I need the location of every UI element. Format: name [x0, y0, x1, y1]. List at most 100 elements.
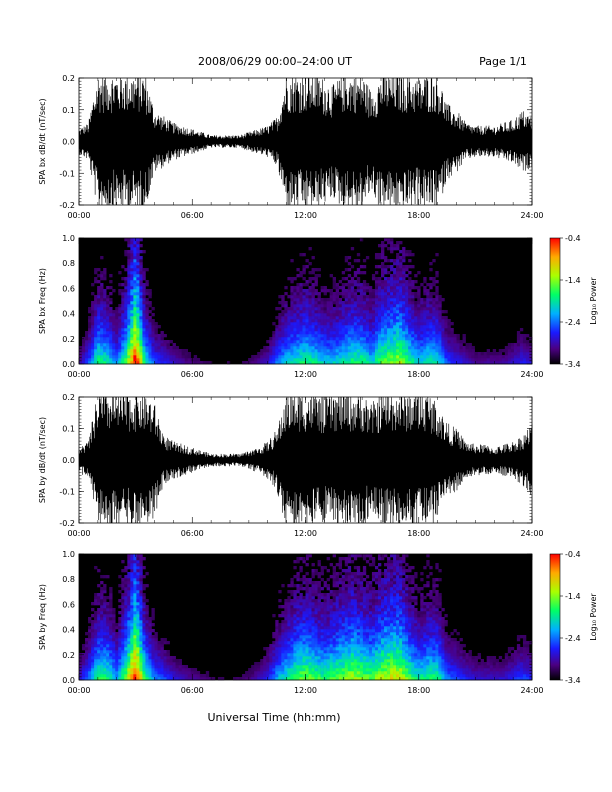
spectrogram-cell	[136, 599, 140, 603]
spectrogram-cell	[414, 346, 418, 350]
spectrogram-cell	[305, 674, 309, 678]
spectrogram-cell	[290, 641, 294, 645]
spectrogram-cell	[112, 316, 116, 320]
spectrogram-cell	[91, 292, 95, 296]
spectrogram-cell	[287, 596, 291, 600]
spectrogram-cell	[272, 641, 276, 645]
spectrogram-cell	[390, 301, 394, 305]
spectrogram-cell	[447, 361, 451, 365]
spectrogram-cell	[97, 668, 101, 672]
spectrogram-cell	[329, 358, 333, 362]
spectrogram-cell	[133, 331, 137, 335]
spectrogram-cell	[377, 340, 382, 344]
spectrogram-cell	[145, 605, 149, 609]
spectrogram-cell	[302, 289, 306, 293]
spectrogram-cell	[393, 346, 397, 350]
spectrogram-cell	[296, 587, 300, 591]
spectrogram-cell	[302, 560, 306, 564]
spectrogram-cell	[332, 569, 336, 573]
spectrogram-cell	[359, 316, 364, 320]
spectrogram-cell	[350, 280, 355, 284]
spectrogram-cell	[139, 244, 143, 248]
spectrogram-cell	[423, 355, 427, 359]
spectrogram-cell	[97, 286, 101, 290]
spectrogram-cell	[317, 328, 321, 332]
spectrogram-cell	[335, 581, 340, 585]
spectrogram-cell	[426, 298, 430, 302]
spectrogram-cell	[145, 283, 149, 287]
spectrogram-cell	[163, 638, 167, 642]
spectrogram-cell	[296, 340, 300, 344]
spectrogram-cell	[314, 572, 318, 576]
spectrogram-cell	[148, 295, 152, 299]
spectrogram-cell	[344, 656, 349, 660]
spectrogram-cell	[323, 292, 327, 296]
spectrogram-cell	[308, 355, 312, 359]
spectrogram-cell	[374, 298, 379, 302]
spectrogram-cell	[130, 310, 134, 314]
spectrogram-cell	[471, 358, 475, 362]
spectrogram-cell	[429, 349, 433, 353]
spectrogram-cell	[314, 319, 318, 323]
spectrogram-cell	[133, 298, 137, 302]
spectrogram-cell	[148, 656, 152, 660]
spectrogram-cell	[420, 304, 424, 308]
spectrogram-cell	[374, 361, 379, 365]
spectrogram-cell	[335, 623, 340, 627]
spectrogram-cell	[284, 653, 288, 657]
spectrogram-cell	[317, 301, 321, 305]
spectrogram-cell	[417, 355, 421, 359]
spectrogram-cell	[136, 632, 140, 636]
spectrogram-cell	[260, 361, 264, 365]
spectrogram-cell	[420, 307, 424, 311]
spectrogram-cell	[136, 608, 140, 612]
spectrogram-cell	[522, 343, 527, 347]
spectrogram-cell	[347, 608, 352, 612]
spectrogram-cell	[353, 638, 358, 642]
spectrogram-cell	[275, 316, 279, 320]
spectrogram-cell	[290, 671, 294, 675]
spectrogram-cell	[414, 292, 418, 296]
spectrogram-cell	[145, 671, 149, 675]
spectrogram-cell	[91, 677, 95, 681]
spectrogram-cell	[305, 295, 309, 299]
spectrogram-cell	[100, 346, 104, 350]
spectrogram-cell	[308, 587, 312, 591]
spectrogram-cell	[338, 286, 343, 290]
spectrogram-cell	[302, 304, 306, 308]
spectrogram-cell	[148, 650, 152, 654]
spectrogram-cell	[142, 641, 146, 645]
spectrogram-cell	[166, 662, 170, 666]
spectrogram-cell	[335, 334, 340, 338]
spectrogram-cell	[130, 662, 134, 666]
spectrogram-cell	[106, 647, 110, 651]
spectrogram-cell	[390, 337, 394, 341]
spectrogram-cell	[133, 313, 137, 317]
spectrogram-cell	[314, 641, 318, 645]
spectrogram-cell	[296, 283, 300, 287]
spectrogram-cell	[368, 322, 373, 326]
spectrogram-cell	[323, 566, 327, 570]
spectrogram-cell	[275, 659, 279, 663]
spectrogram-cell	[100, 608, 104, 612]
spectrogram-cell	[100, 325, 104, 329]
spectrogram-cell	[350, 608, 355, 612]
spectrogram-cell	[278, 635, 282, 639]
spectrogram-cell	[314, 671, 318, 675]
spectrogram-cell	[426, 319, 430, 323]
spectrogram-cell	[317, 644, 321, 648]
spectrogram-cell	[160, 334, 164, 338]
spectrogram-cell	[145, 358, 149, 362]
spectrogram-cell	[254, 355, 258, 359]
spectrogram-cell	[172, 662, 176, 666]
spectrogram-cell	[320, 635, 324, 639]
spectrogram-cell	[459, 358, 463, 362]
spectrogram-cell	[317, 319, 321, 323]
spectrogram-cell	[377, 283, 382, 287]
spectrogram-cell	[290, 304, 294, 308]
spectrogram-cell	[281, 313, 285, 317]
spectrogram-cell	[414, 295, 418, 299]
spectrogram-cell	[332, 325, 336, 329]
spectrogram-cell	[329, 313, 333, 317]
spectrogram-cell	[344, 641, 349, 645]
